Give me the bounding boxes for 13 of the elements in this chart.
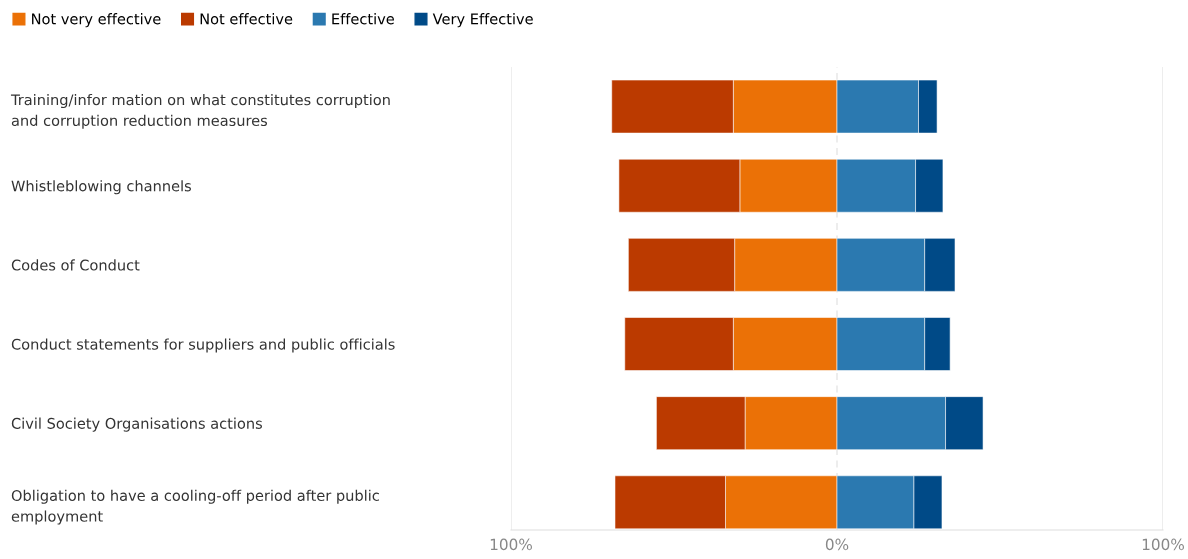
y-tick-label: Training/infor mation on what constitutes corruption and corruption reduction measures: [10, 93, 390, 129]
y-tick-label: Codes of Conduct: [11, 259, 140, 271]
x-tick-label: 100%: [1142, 538, 1184, 551]
y-tick-label: Civil Society Organisations actions: [11, 417, 262, 432]
legend-label: Very Effective: [432, 13, 533, 28]
legend-label: Not very effective: [32, 13, 161, 28]
y-tick-label: Whistleblowing channels: [11, 180, 191, 195]
x-tick-label: 0%: [825, 538, 849, 551]
y-tick-label: Conduct statements for suppliers and public officials: [11, 338, 395, 353]
x-tick-label: 100%: [490, 538, 532, 551]
y-tick-label: Obligation to have a cooling-off period after public employment: [11, 489, 379, 525]
legend-label: Not effective: [200, 13, 293, 25]
legend-label: Effective: [332, 13, 394, 25]
